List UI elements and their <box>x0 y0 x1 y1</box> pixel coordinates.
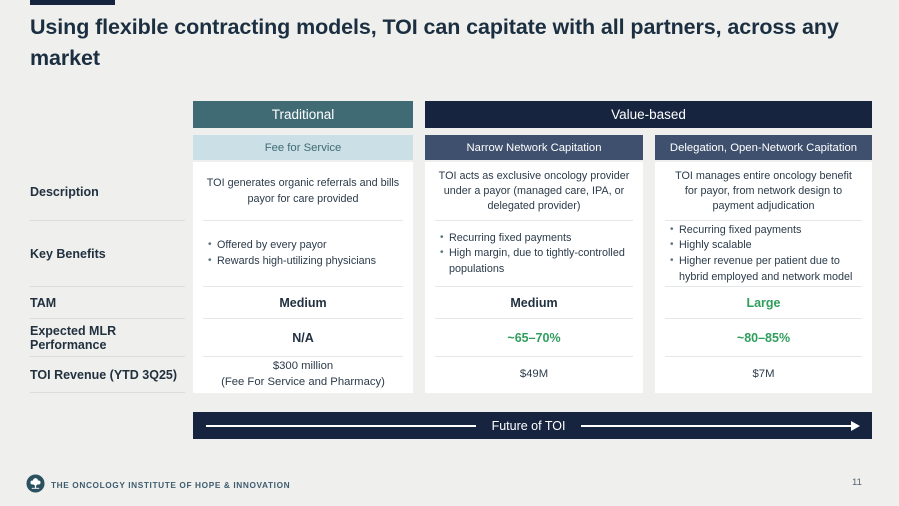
revenue-cell: $300 million (Fee For Service and Pharma… <box>193 357 413 393</box>
column-header-delegation-open-network: Delegation, Open-Network Capitation <box>655 135 872 160</box>
footer-brand-text: THE ONCOLOGY INSTITUTE OF HOPE & INNOVAT… <box>51 480 291 490</box>
tam-value: Medium <box>510 296 558 310</box>
banner-label: Future of TOI <box>491 418 566 433</box>
mlr-cell: ~65–70% <box>425 319 643 357</box>
description-cell: TOI acts as exclusive oncology provider … <box>425 162 643 221</box>
benefit-bullet-item: Recurring fixed payments <box>440 231 635 247</box>
benefit-bullet-item: Rewards high-utilizing physicians <box>208 254 405 270</box>
description-text: TOI generates organic referrals and bill… <box>206 177 400 205</box>
tam-cell: Medium <box>425 287 643 319</box>
benefit-bullet-item: Offered by every payor <box>208 238 405 254</box>
key-benefits-list: Recurring fixed paymentsHigh margin, due… <box>425 231 643 278</box>
tam-cell: Large <box>655 287 872 319</box>
mlr-value: ~80–85% <box>736 331 791 345</box>
key-benefits-list: Offered by every payorRewards high-utili… <box>193 238 413 269</box>
page-number: 11 <box>852 477 862 488</box>
group-header-traditional: Traditional <box>193 101 413 128</box>
tam-value: Large <box>746 296 781 310</box>
row-label-column: Description Key Benefits TAM Expected ML… <box>30 162 185 393</box>
mlr-value: N/A <box>292 331 314 345</box>
description-text: TOI acts as exclusive oncology provider … <box>438 169 630 213</box>
benefit-bullet-item: High margin, due to tightly-controlled p… <box>440 246 635 277</box>
future-of-toi-banner: Future of TOI <box>193 412 872 439</box>
mlr-value: ~65–70% <box>507 331 561 345</box>
column-header-narrow-network-capitation: Narrow Network Capitation <box>425 135 643 160</box>
row-label-description: Description <box>30 162 185 221</box>
row-label-tam: TAM <box>30 287 185 319</box>
description-cell: TOI manages entire oncology benefit for … <box>655 162 872 221</box>
tam-cell: Medium <box>193 287 413 319</box>
description-cell: TOI generates organic referrals and bill… <box>193 162 413 221</box>
revenue-value: $300 million (Fee For Service and Pharma… <box>221 359 385 391</box>
key-benefits-cell: Recurring fixed paymentsHighly scalableH… <box>655 221 872 287</box>
revenue-amount: $300 million <box>272 360 334 373</box>
row-label-toi-revenue: TOI Revenue (YTD 3Q25) <box>30 357 185 393</box>
tam-value: Medium <box>279 296 327 310</box>
column-card-fee-for-service: TOI generates organic referrals and bill… <box>193 162 413 393</box>
description-text: TOI manages entire oncology benefit for … <box>675 169 852 213</box>
row-label-key-benefits: Key Benefits <box>30 221 185 287</box>
mlr-cell: ~80–85% <box>655 319 872 357</box>
banner-arrow-right-icon <box>581 420 860 431</box>
benefit-bullet-item: Recurring fixed payments <box>670 223 864 239</box>
revenue-value: $49M <box>519 368 549 381</box>
banner-line-left <box>206 424 476 427</box>
top-accent-bar <box>30 0 115 5</box>
key-benefits-list: Recurring fixed paymentsHighly scalableH… <box>655 223 872 286</box>
revenue-value: $7M <box>752 368 775 381</box>
benefit-bullet-item: Higher revenue per patient due to hybrid… <box>670 254 864 285</box>
row-label-expected-mlr: Expected MLR Performance <box>30 319 185 357</box>
group-header-value-based: Value-based <box>425 101 872 128</box>
mlr-cell: N/A <box>193 319 413 357</box>
revenue-cell: $49M <box>425 357 643 393</box>
key-benefits-cell: Recurring fixed paymentsHigh margin, due… <box>425 221 643 287</box>
column-header-fee-for-service: Fee for Service <box>193 135 413 160</box>
revenue-cell: $7M <box>655 357 872 393</box>
slide-title: Using flexible contracting models, TOI c… <box>30 15 839 70</box>
toi-tree-logo-icon <box>26 474 45 493</box>
key-benefits-cell: Offered by every payorRewards high-utili… <box>193 221 413 287</box>
column-card-delegation-open-network: TOI manages entire oncology benefit for … <box>655 162 872 393</box>
revenue-note: (Fee For Service and Pharmacy) <box>221 376 385 388</box>
benefit-bullet-item: Highly scalable <box>670 238 864 254</box>
column-card-narrow-network-capitation: TOI acts as exclusive oncology provider … <box>425 162 643 393</box>
